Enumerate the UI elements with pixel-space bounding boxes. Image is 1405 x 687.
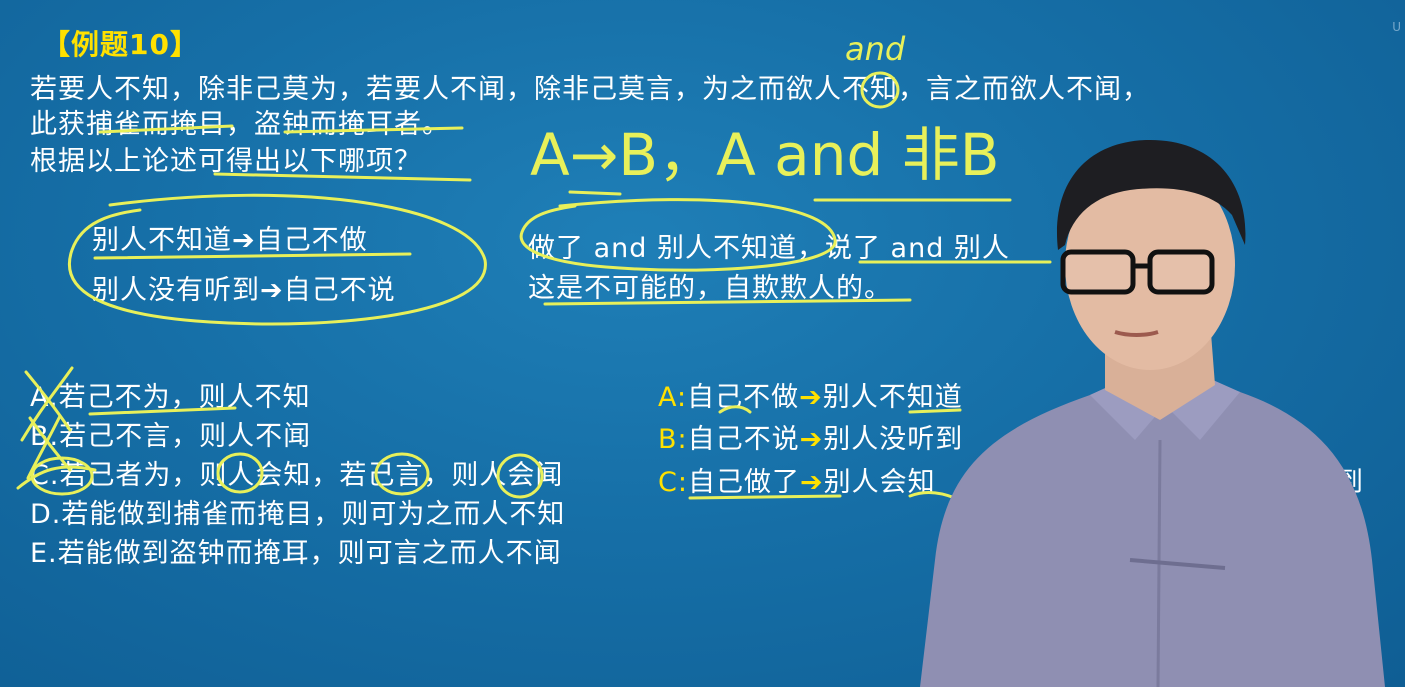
option-e: E.若能做到盗钟而掩耳，则可言之而人不闻: [30, 537, 562, 571]
example-title: 【例题10】: [42, 28, 199, 61]
translation-b-premise: 自己不说: [687, 424, 800, 455]
option-c-text: 若己者为，则人会知，若己言，则人会闻: [59, 460, 564, 491]
option-d-text: 若能做到捕雀而掩目，则可为之而人不知: [61, 499, 566, 530]
glasses-right-lens: [1147, 249, 1215, 295]
option-e-text: 若能做到盗钟而掩耳，则可言之而人不闻: [57, 538, 562, 569]
hair: [1056, 140, 1246, 250]
translation-b: B:自己不说➔别人没听到: [658, 423, 963, 457]
translation-a-label: A:: [658, 382, 688, 413]
option-e-label: E.: [30, 538, 58, 569]
translation-c: C:自己做了➔别人会知: [658, 466, 936, 500]
translation-b-label: B:: [658, 424, 688, 455]
translation-c-premise: 自己做了: [687, 467, 800, 498]
translation-c-label: C:: [658, 467, 688, 498]
option-d: D.若能做到捕雀而掩目，则可为之而人不知: [30, 498, 565, 532]
shirt: [920, 372, 1385, 687]
mouth: [1114, 330, 1159, 337]
pocket: [1129, 558, 1226, 570]
option-d-label: D.: [30, 499, 62, 530]
glasses-left-lens: [1060, 249, 1136, 295]
watermark: U: [1392, 20, 1401, 34]
translation-a-conclusion: 别人不知道: [822, 382, 963, 413]
option-b-text: 若己不言，则人不闻: [59, 421, 312, 452]
arrow-right-icon: ➔: [799, 382, 823, 413]
question-line-1: 若要人不知，除非己莫为，若要人不闻，除非己莫言，为之而欲人不知，言之而欲人不闻，: [30, 74, 1150, 105]
arrow-right-icon: ➔: [799, 467, 824, 498]
question-line-3: 根据以上论述可得出以下哪项？: [30, 146, 422, 177]
translation-b-conclusion: 别人没听到: [823, 424, 964, 455]
arrow-right-icon: ➔: [799, 424, 824, 455]
